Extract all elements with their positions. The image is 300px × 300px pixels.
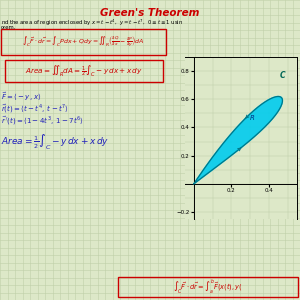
- Polygon shape: [194, 97, 283, 184]
- Text: $\vec{F}=\langle -y,\,x\rangle$: $\vec{F}=\langle -y,\,x\rangle$: [1, 90, 42, 103]
- Text: $\vec{r}(t)=\langle t-t^4,\;t-t^7\rangle$: $\vec{r}(t)=\langle t-t^4,\;t-t^7\rangle…: [1, 102, 69, 115]
- Text: $Area=\frac{1}{2}\int_C -y\,dx+x\,dy$: $Area=\frac{1}{2}\int_C -y\,dx+x\,dy$: [1, 132, 109, 151]
- Text: R: R: [250, 116, 255, 122]
- Text: Green's Theorem: Green's Theorem: [100, 8, 200, 18]
- Text: nd the area of region enclosed by $x=t-t^4$,  $y=t-t^7$,  $0\leq t\leq 1$ usin: nd the area of region enclosed by $x=t-t…: [1, 18, 183, 28]
- Text: orem.: orem.: [1, 25, 16, 30]
- Text: C: C: [280, 71, 286, 80]
- Text: $\int_C \vec{F}\cdot d\vec{r}=\int_C Pdx+Qdy=\iint_R\left(\frac{\partial Q}{\par: $\int_C \vec{F}\cdot d\vec{r}=\int_C Pdx…: [22, 34, 145, 50]
- Text: $\vec{r}\,'(t)=\langle 1-4t^3,\;1-7t^6\rangle$: $\vec{r}\,'(t)=\langle 1-4t^3,\;1-7t^6\r…: [1, 114, 84, 127]
- Text: $Area=\iint_R dA=\frac{1}{2}\int_C -y\,dx+x\,dy$: $Area=\iint_R dA=\frac{1}{2}\int_C -y\,d…: [25, 63, 143, 79]
- Bar: [1, 29, 166, 55]
- Bar: [5, 60, 163, 82]
- Bar: [118, 277, 298, 297]
- Text: $\int_C \vec{F}\cdot d\vec{r}=\int_a^b \vec{F}(x(t),y($: $\int_C \vec{F}\cdot d\vec{r}=\int_a^b \…: [173, 278, 243, 296]
